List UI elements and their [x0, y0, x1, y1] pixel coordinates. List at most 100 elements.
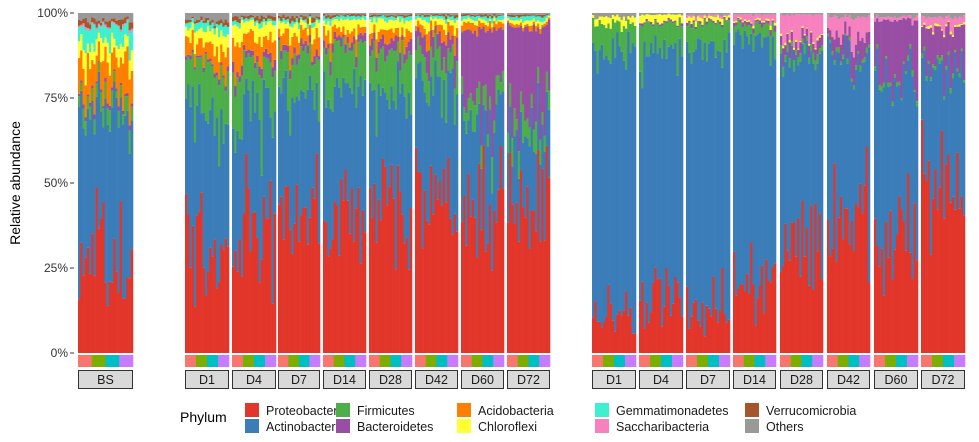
bar-segment-actinobacteria [440, 117, 444, 206]
bar-segment-gemmatimonadetes [493, 15, 496, 18]
bar-segment-firmicutes [278, 40, 281, 87]
bar-segment-others [108, 13, 112, 21]
bar-segment-firmicutes [329, 75, 332, 109]
bar-segment-bacteroidetes [269, 52, 272, 63]
bar-segment-firmicutes [721, 27, 724, 68]
bar-segment-actinobacteria [697, 38, 700, 321]
bar-segment-bacteroidetes [473, 30, 477, 106]
facet-label: D28 [379, 373, 402, 387]
bar-segment-bacteroidetes [780, 35, 783, 46]
bar-segment-actinobacteria [493, 132, 496, 211]
bar-segment-saccharibacteria [929, 17, 933, 26]
bar-segment-bacteroidetes [643, 22, 646, 24]
bar-segment-firmicutes [532, 129, 536, 152]
bar-segment-firmicutes [384, 61, 387, 93]
bar-segment-acidobacteria [417, 20, 420, 27]
bar-segment-chloroflexi [614, 16, 617, 23]
bar-segment-others [243, 13, 246, 17]
bar-segment-bacteroidetes [678, 17, 682, 19]
bar-segment-proteobacteria [801, 201, 804, 353]
bar-segment-proteobacteria [289, 229, 292, 353]
bar-segment-others [541, 13, 544, 15]
bar-segment-bacteroidetes [102, 106, 105, 109]
bar-segment-saccharibacteria [889, 17, 892, 22]
bar-segment-chloroflexi [710, 16, 713, 20]
bar-segment-bacteroidetes [537, 27, 540, 67]
bar-segment-bacteroidetes [927, 28, 931, 61]
bar-segment-bacteroidetes [189, 55, 192, 60]
bar-segment-saccharibacteria [915, 15, 919, 21]
bar-segment-proteobacteria [271, 303, 275, 353]
bar-segment-bacteroidetes [213, 73, 217, 78]
bar-segment-gemmatimonadetes [111, 22, 114, 33]
bar-segment-actinobacteria [286, 110, 290, 186]
bar-segment-others [491, 13, 494, 16]
bar-segment-acidobacteria [519, 22, 523, 27]
bar-segment-bacteroidetes [861, 37, 864, 60]
bar-segment-chloroflexi [686, 17, 689, 23]
bar-segment-proteobacteria [455, 231, 459, 353]
bar-segment-actinobacteria [594, 50, 597, 302]
sample-strip [299, 355, 310, 367]
bar-segment-others [524, 13, 527, 15]
bar-segment-chloroflexi [346, 18, 350, 30]
bar-segment-saccharibacteria [750, 13, 753, 23]
bar-segment-actinobacteria [607, 59, 610, 285]
bar-segment-verrucomicrobia [82, 18, 85, 24]
bar-segment-firmicutes [106, 107, 110, 125]
bar-segment-verrucomicrobia [423, 14, 427, 18]
bar-segment-proteobacteria [128, 278, 132, 353]
bar-segment-actinobacteria [801, 43, 804, 202]
bar-segment-saccharibacteria [754, 13, 757, 19]
bar-segment-saccharibacteria [844, 14, 847, 22]
bar-segment-firmicutes [325, 54, 328, 108]
bar-segment-proteobacteria [333, 201, 337, 353]
bar-segment-firmicutes [795, 50, 798, 55]
bar-segment-verrucomicrobia [524, 14, 527, 17]
bar-segment-proteobacteria [844, 208, 847, 353]
bar-segment-acidobacteria [530, 25, 534, 32]
bar-segment-proteobacteria [737, 288, 740, 353]
bar-segment-actinobacteria [792, 71, 796, 223]
bar-segment-acidobacteria [467, 21, 470, 30]
bar-segment-others [445, 13, 448, 17]
bar-segment-others [215, 13, 219, 22]
bar-segment-firmicutes [306, 53, 310, 90]
bar-segment-others [658, 13, 662, 15]
bar-segment-proteobacteria [295, 184, 299, 353]
bar-segment-others [765, 13, 768, 15]
bar-segment-firmicutes [708, 20, 711, 45]
bar-segment-others [614, 13, 617, 17]
bar-segment-actinobacteria [839, 64, 843, 197]
bar-segment-chloroflexi [432, 19, 435, 30]
bar-segment-firmicutes [748, 25, 751, 45]
bar-segment-others [598, 13, 602, 17]
bar-segment-actinobacteria [592, 42, 595, 318]
bar-segment-proteobacteria [719, 310, 722, 353]
bar-segment-proteobacteria [938, 187, 942, 353]
bar-segment-chloroflexi [327, 21, 330, 31]
bar-segment-actinobacteria [936, 58, 939, 210]
sample-strip [425, 355, 437, 367]
bar-segment-others [213, 13, 217, 26]
bar-segment-proteobacteria [958, 208, 961, 353]
bar-segment-verrucomicrobia [469, 14, 473, 17]
bar-segment-proteobacteria [361, 209, 365, 353]
bar-segment-firmicutes [880, 86, 884, 92]
bar-segment-others [379, 13, 383, 16]
bar-segment-proteobacteria [769, 282, 772, 353]
bar-segment-acidobacteria [353, 28, 356, 37]
bar-segment-chloroflexi [211, 28, 214, 44]
bar-segment-proteobacteria [119, 201, 123, 353]
bar-segment-chloroflexi [189, 28, 192, 44]
bar-segment-others [887, 13, 890, 17]
bar-segment-others [218, 13, 221, 21]
bar-segment-proteobacteria [115, 271, 118, 353]
bar-segment-chloroflexi [799, 41, 802, 43]
bar-segment-proteobacteria [661, 326, 664, 353]
bar-segment-verrucomicrobia [340, 14, 343, 16]
bar-segment-proteobacteria [453, 213, 457, 353]
sample-strip [333, 355, 345, 367]
bar-segment-proteobacteria [501, 188, 505, 353]
bar-segment-firmicutes [421, 54, 424, 81]
